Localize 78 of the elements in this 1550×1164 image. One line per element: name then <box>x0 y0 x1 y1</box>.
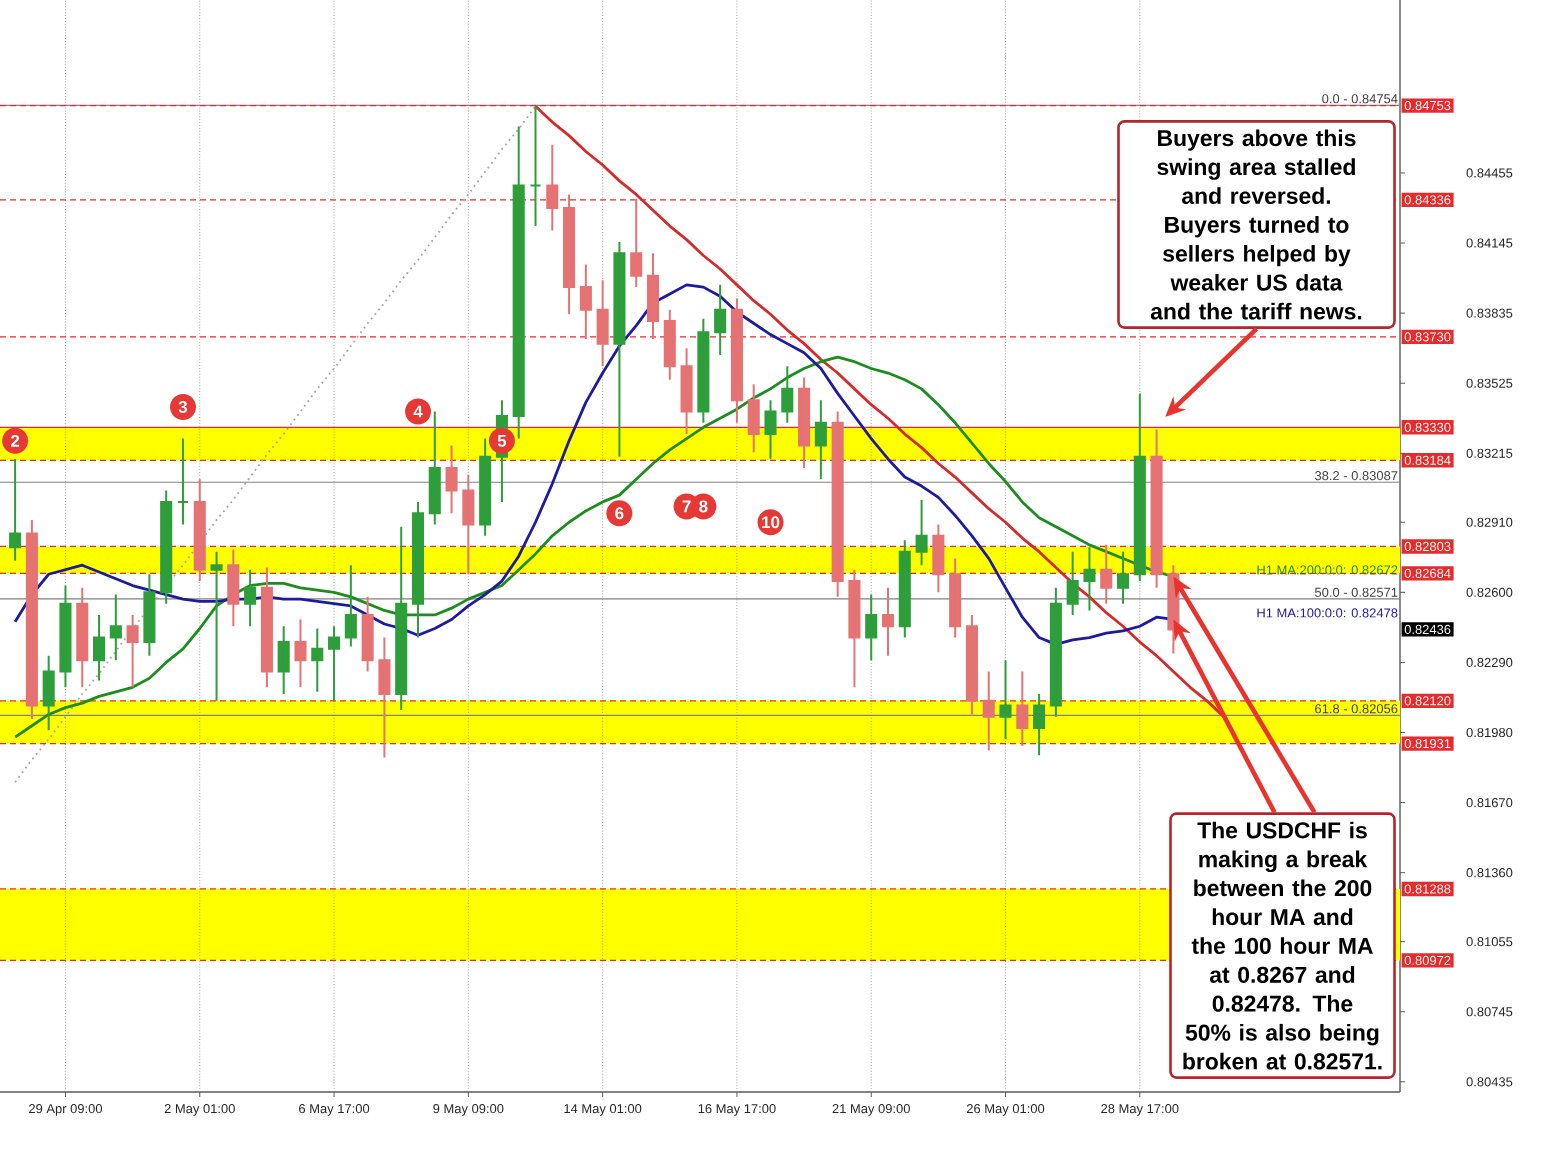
candlestick <box>1049 586 1062 718</box>
annotation: 4 <box>413 405 423 418</box>
candlestick <box>395 525 408 711</box>
candlestick <box>1066 550 1079 616</box>
candlestick <box>714 283 727 356</box>
candlestick <box>680 347 693 436</box>
candlestick <box>1083 546 1096 612</box>
candlestick <box>260 566 273 689</box>
candlestick <box>563 193 576 316</box>
candlestick <box>1016 670 1029 748</box>
candlestick <box>529 105 542 228</box>
candlestick <box>210 550 223 702</box>
candlestick <box>881 586 895 657</box>
candlestick <box>579 263 592 341</box>
candlestick <box>781 365 794 424</box>
candlestick <box>764 399 777 460</box>
candlestick <box>160 489 173 605</box>
candlestick <box>697 317 710 424</box>
candlestick <box>411 500 425 639</box>
annotation: 3 <box>178 400 188 413</box>
candlestick <box>747 383 760 454</box>
candlestick <box>999 659 1012 741</box>
candlestick <box>965 613 978 716</box>
candlestick <box>277 625 290 696</box>
candlestick <box>613 240 626 458</box>
candlestick <box>596 279 609 368</box>
text: The USDCHF is making a break between the 200 hour MA and the 100 hour MA at 0.8267 and 0.82478. The 50% is also being broken at 0.82571. <box>1183 821 1382 1070</box>
candlestick <box>445 444 458 515</box>
candlestick <box>109 593 122 662</box>
candlestick <box>193 478 206 583</box>
annotation: 2 <box>11 434 20 447</box>
candlestick <box>227 548 240 628</box>
candlestick <box>1133 392 1146 583</box>
candlestick <box>9 457 22 562</box>
candlestick <box>462 473 475 576</box>
candlestick <box>730 297 743 424</box>
candlestick <box>126 613 139 689</box>
candlestick <box>1150 428 1163 589</box>
candlestick <box>344 564 357 648</box>
candlestick <box>865 593 878 662</box>
candlestick <box>663 308 676 381</box>
candlestick <box>378 636 391 759</box>
candlestick <box>646 252 660 341</box>
annotation: 10 <box>762 516 780 529</box>
candlestick <box>932 523 945 594</box>
candlestick <box>831 410 844 598</box>
candlestick <box>546 143 559 232</box>
candlestick <box>798 376 811 469</box>
candlestick <box>42 654 55 732</box>
candlestick <box>428 410 441 526</box>
candlestick <box>93 613 106 682</box>
candlestick <box>630 197 643 289</box>
candlestick <box>328 625 341 702</box>
annotation: 7 <box>682 500 691 513</box>
candlestick <box>176 437 190 526</box>
annotation: 5 <box>497 434 507 447</box>
candlestick <box>311 627 324 693</box>
candlestick <box>512 125 525 440</box>
candlestick <box>1100 543 1113 605</box>
candlestick <box>898 539 911 639</box>
candlestick <box>915 498 928 567</box>
candlestick <box>949 557 962 639</box>
annotation: 6 <box>615 507 624 520</box>
candlestick <box>982 670 995 752</box>
candlestick <box>479 437 492 537</box>
candlestick <box>814 399 827 481</box>
candlestick <box>59 584 72 689</box>
candlestick <box>1033 693 1046 757</box>
candlestick <box>76 586 89 689</box>
annotation: Buyers above this swing area stalled and reversed. Buyers turned to sellers helped by weaker US data and the tariff news. <box>1150 129 1362 320</box>
candlestick <box>361 595 374 673</box>
candlestick <box>294 618 307 689</box>
candlestick <box>244 568 257 628</box>
candlestick <box>848 568 861 689</box>
candlestick <box>1116 550 1130 605</box>
candlestick <box>25 518 38 720</box>
candlestick <box>143 573 156 657</box>
annotation: 8 <box>699 500 708 513</box>
